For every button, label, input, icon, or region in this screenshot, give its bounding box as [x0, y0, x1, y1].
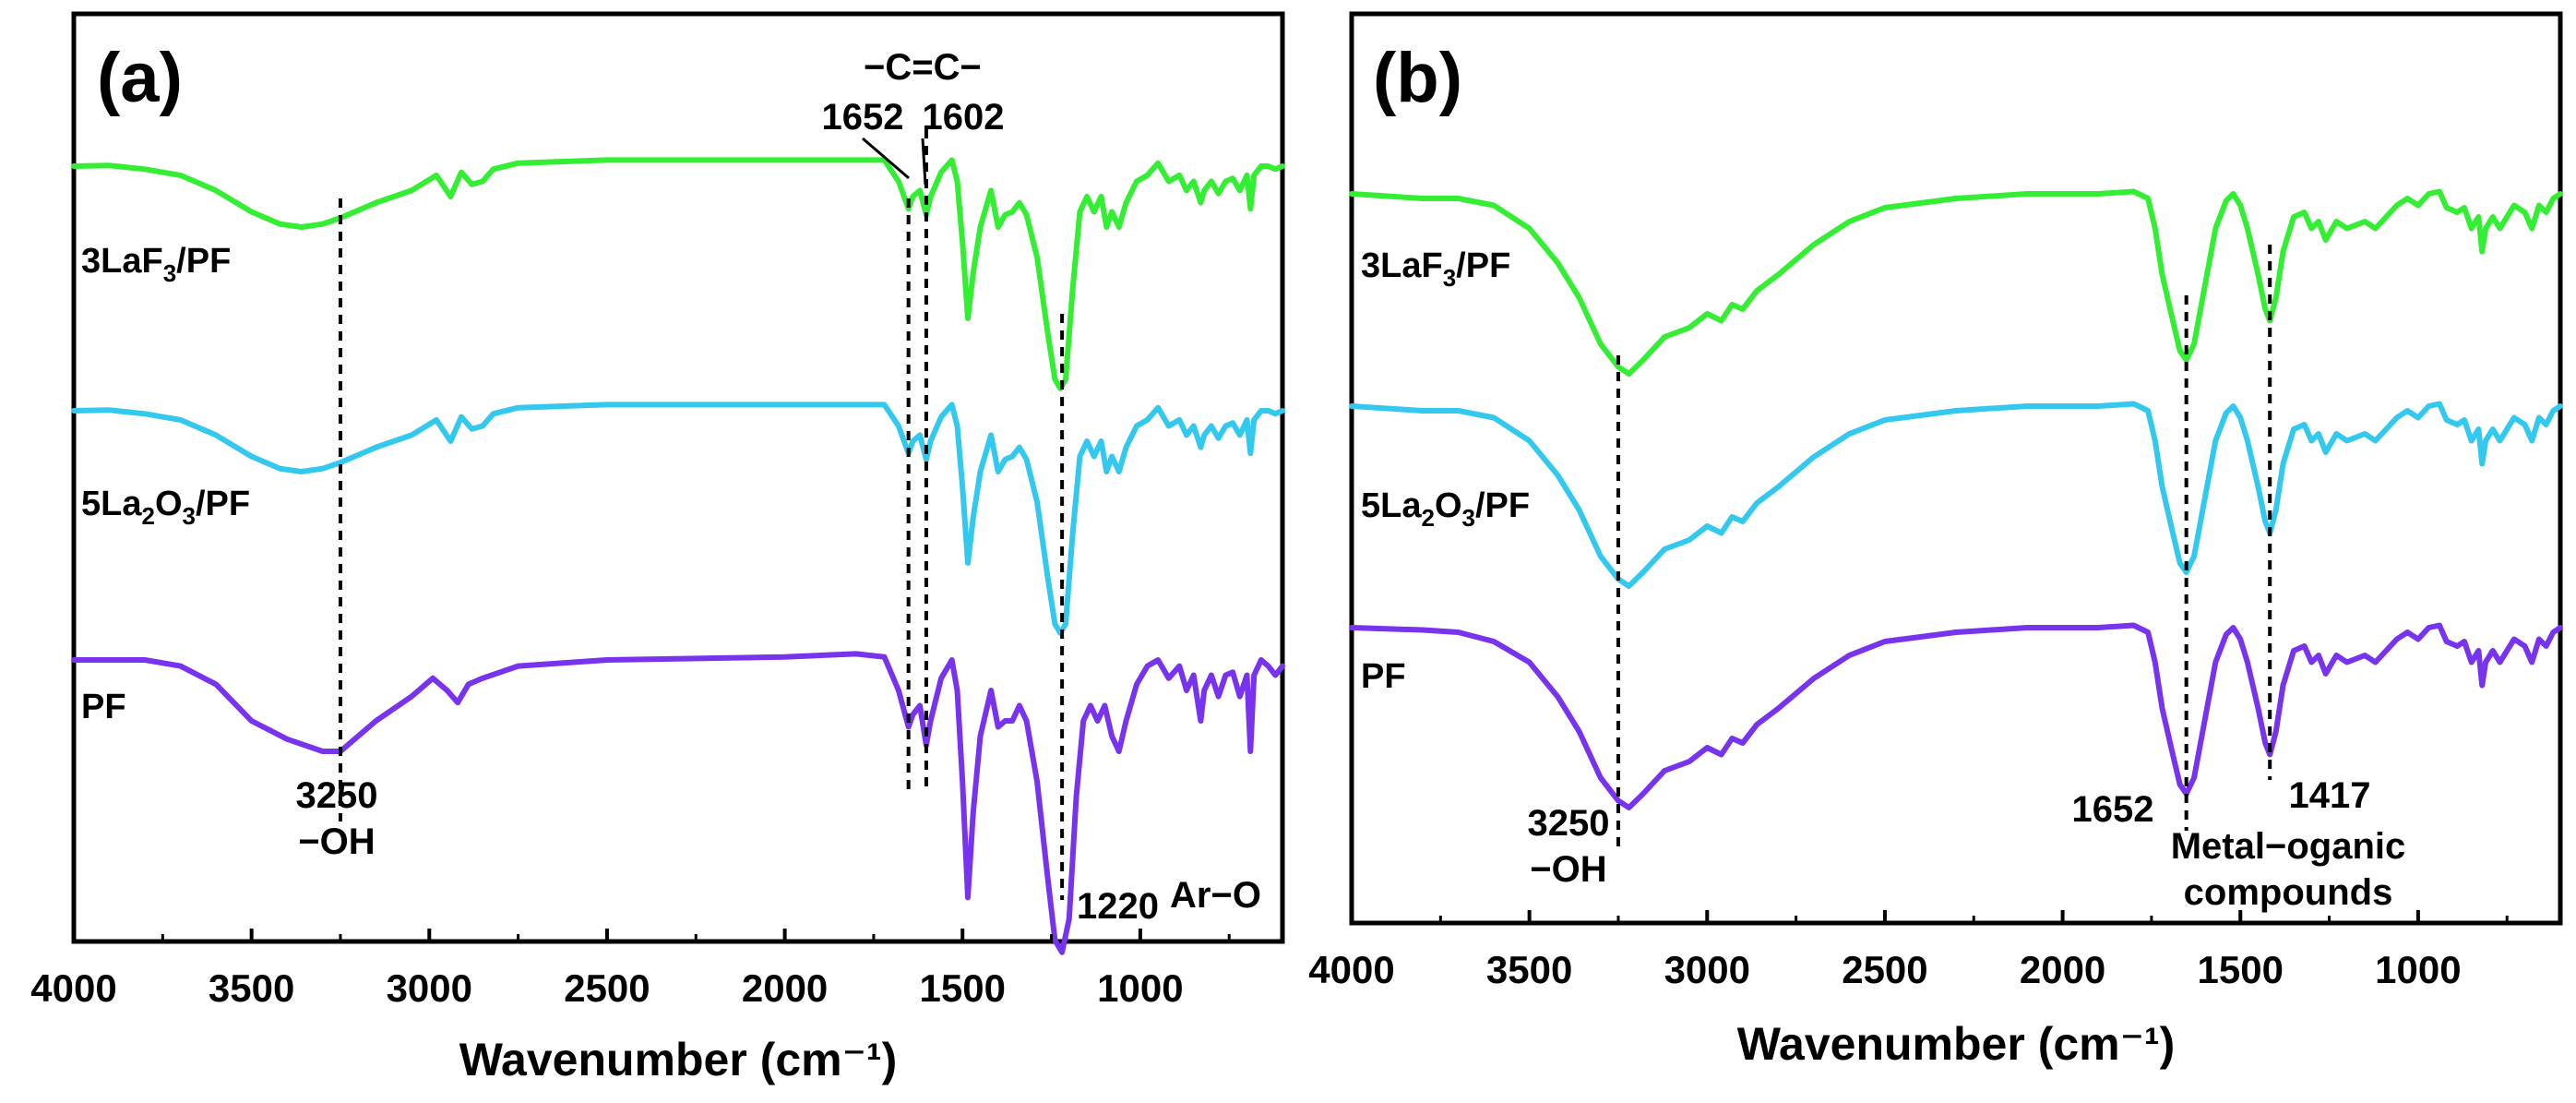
metal-organic-annotation-line1: Metal−oganic: [2171, 826, 2406, 867]
cc-1652-annotation: 1652: [822, 97, 904, 138]
series-label-3laf3-pf-b: 3LaF3/PF: [1361, 246, 1510, 292]
series-label-pf-b: PF: [1361, 657, 1406, 696]
oh-value-annotation: 3250: [296, 775, 378, 816]
panel-a-curves: [71, 157, 1285, 955]
aro-value-annotation: 1220: [1077, 886, 1159, 927]
x-tick-label-a-1500: 1500: [920, 966, 1006, 1010]
series-label-5la2o3-pf-b: 5La2O3/PF: [1361, 486, 1530, 532]
x-tick-label-b-1000: 1000: [2375, 948, 2461, 991]
series-line-b-1: [1349, 401, 2563, 589]
series-line-b-2: [1349, 622, 2563, 810]
x-tick-label-b-2500: 2500: [1842, 948, 1927, 991]
panel-b-x-ticks: 4000 3500 3000 2500 2000 1500 1000: [1308, 910, 2509, 991]
panel-a-x-ticks: 4000 3500 3000 2500 2000 1500 1000: [30, 929, 1231, 1010]
oh-group-annotation-b: −OH: [1530, 849, 1606, 890]
x-tick-label-b-3000: 3000: [1664, 948, 1750, 991]
panel-b-curves: [1349, 188, 2563, 810]
series-label-5la2o3-pf: 5La2O3/PF: [81, 485, 250, 530]
peak-1417-annotation-b: 1417: [2289, 775, 2371, 816]
x-tick-label-a-1000: 1000: [1097, 966, 1183, 1010]
series-label-pf: PF: [81, 688, 126, 726]
series-line-b-0: [1349, 188, 2563, 377]
series-line-a-2: [71, 651, 1285, 955]
panel-b-frame: [1349, 11, 2563, 926]
x-tick-label-a-4000: 4000: [30, 966, 116, 1010]
panel-b-label: (b): [1373, 39, 1462, 117]
peak-1652-annotation-b: 1652: [2072, 789, 2154, 830]
x-tick-label-a-3000: 3000: [387, 966, 472, 1010]
panel-a-reference-lines: [338, 129, 1065, 900]
cc-1602-leader: [921, 138, 927, 186]
series-line-a-1: [71, 402, 1285, 636]
metal-organic-annotation-line2: compounds: [2184, 872, 2393, 913]
panel-a-x-axis-title: Wavenumber (cm⁻¹): [459, 1034, 898, 1085]
aro-group-annotation: Ar−O: [1170, 875, 1261, 916]
series-label-3laf3-pf: 3LaF3/PF: [81, 242, 231, 287]
x-tick-label-a-2000: 2000: [742, 966, 828, 1010]
panel-b-x-axis-title: Wavenumber (cm⁻¹): [1737, 1018, 2176, 1070]
oh-value-annotation-b: 3250: [1528, 803, 1610, 844]
x-tick-label-a-2500: 2500: [564, 966, 650, 1010]
panel-a-label: (a): [97, 39, 183, 117]
x-tick-label-b-4000: 4000: [1308, 948, 1394, 991]
x-tick-label-a-3500: 3500: [209, 966, 294, 1010]
cc-1602-annotation: 1602: [923, 97, 1005, 138]
panel-a: (a) 4000 3500 3000 2500 2000 1500 1000 3LaF3/P…: [30, 11, 1285, 1085]
x-tick-label-b-2000: 2000: [2020, 948, 2105, 991]
cc-group-annotation: −C=C−: [864, 47, 982, 88]
series-line-a-0: [71, 157, 1285, 391]
panel-a-frame: [71, 11, 1285, 944]
cc-1652-leader: [862, 137, 910, 180]
panel-b: (b) 4000 3500 3000 2500 2000 1500 1000 3LaF3/P…: [1308, 11, 2563, 1070]
x-tick-label-b-3500: 3500: [1486, 948, 1572, 991]
oh-group-annotation: −OH: [298, 821, 375, 862]
panel-b-reference-lines: [1616, 245, 2272, 854]
x-tick-label-b-1500: 1500: [2198, 948, 2284, 991]
